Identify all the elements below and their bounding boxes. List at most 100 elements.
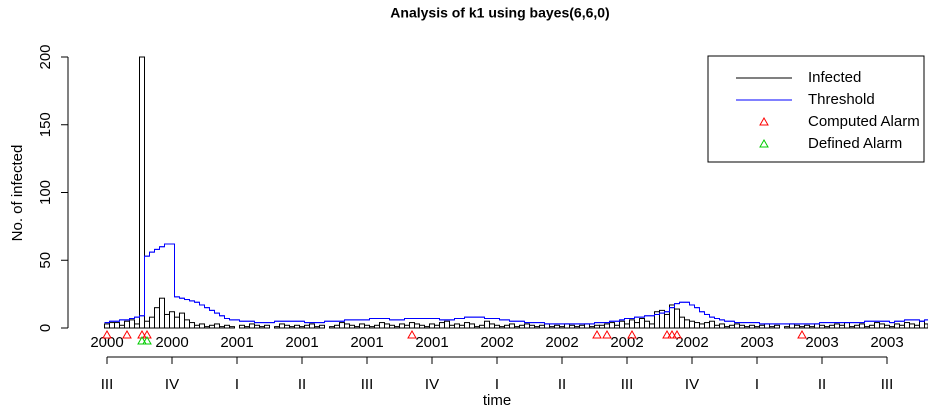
alarm-marker (667, 329, 677, 339)
alarm-marker (602, 329, 612, 339)
infected-bar (874, 322, 880, 329)
infected-bar (849, 326, 855, 329)
infected-bar (464, 322, 470, 329)
infected-bar (894, 323, 900, 329)
x-tick-label: 2000 (90, 334, 123, 351)
infected-bar (414, 323, 420, 329)
infected-bar (899, 324, 905, 329)
infected-bar (244, 326, 250, 329)
quarter-tick-label: I (495, 376, 499, 393)
y-tick-label: 50 (37, 252, 54, 269)
infected-bar (334, 324, 340, 329)
x-tick-label: 2001 (285, 334, 318, 351)
infected-bar (714, 324, 720, 329)
infected-bar (589, 326, 595, 329)
infected-bar (139, 56, 145, 329)
infected-bar (709, 320, 715, 329)
infected-bar (369, 326, 375, 329)
x-tick-label: 2002 (610, 334, 643, 351)
x-tick-label: 2003 (870, 334, 903, 351)
x-tick-label: 2001 (415, 334, 448, 351)
x-tick-label: 2003 (740, 334, 773, 351)
infected-bar (739, 324, 745, 329)
infected-bar (454, 323, 460, 329)
alarm-marker (662, 329, 672, 339)
infected-bar (679, 316, 685, 329)
infected-bar (439, 322, 445, 329)
infected-bar (129, 319, 135, 329)
infected-bar (119, 324, 125, 329)
infected-bar (354, 326, 360, 329)
infected-bar (409, 322, 415, 329)
chart-title: Analysis of k1 using bayes(6,6,0) (390, 5, 609, 21)
infected-bar (494, 324, 500, 329)
y-tick-label: 200 (37, 44, 54, 69)
legend-label: Computed Alarm (808, 113, 920, 130)
infected-bar (614, 324, 620, 329)
legend-label: Threshold (808, 91, 875, 108)
infected-bar (249, 323, 255, 329)
infected-bar (584, 323, 590, 329)
infected-bar (844, 322, 850, 329)
infected-bar (294, 324, 300, 329)
infected-bar (774, 324, 780, 329)
x-tick-label: 2003 (805, 334, 838, 351)
infected-bar (789, 323, 795, 329)
infected-bar (919, 320, 925, 329)
infected-bar (914, 324, 920, 329)
infected-bar (189, 322, 195, 329)
infected-bar (664, 313, 670, 329)
infected-bar (359, 323, 365, 329)
infected-bar (264, 324, 270, 329)
infected-bar (734, 323, 740, 329)
infected-bar (529, 324, 535, 329)
infected-bar (859, 323, 865, 329)
infected-bar (924, 323, 928, 329)
infected-bar (344, 323, 350, 329)
infected-bar (879, 323, 885, 329)
infected-bar (694, 322, 700, 329)
infected-bar (579, 324, 585, 329)
infected-bar (599, 324, 605, 329)
quarter-tick-label: III (101, 376, 114, 393)
infected-bar (904, 322, 910, 329)
infected-bar (644, 320, 650, 329)
infected-bar (639, 318, 645, 329)
infected-bar (819, 324, 825, 329)
alarm-marker (122, 329, 132, 339)
infected-bar (399, 323, 405, 329)
infected-bar (329, 326, 335, 329)
infected-bar (339, 322, 345, 329)
infected-bar (689, 320, 695, 329)
infected-bar (389, 324, 395, 329)
infected-bar (499, 326, 505, 329)
alarm-marker (672, 329, 682, 339)
infected-bar (459, 324, 465, 329)
infected-bar (564, 323, 570, 329)
infected-bar (674, 308, 680, 329)
alarm-marker (797, 329, 807, 339)
alarm-marker (142, 335, 152, 345)
infected-bar (434, 324, 440, 329)
legend-label: Defined Alarm (808, 135, 902, 152)
infected-bar (419, 324, 425, 329)
x-tick-label: 2001 (350, 334, 383, 351)
infected-bar (814, 323, 820, 329)
infected-bar (489, 323, 495, 329)
infected-bar (549, 326, 555, 329)
infected-bar (864, 326, 870, 329)
infected-bar (424, 326, 430, 329)
quarter-tick-label: II (818, 376, 826, 393)
quarter-tick-label: III (621, 376, 634, 393)
quarter-tick-label: I (755, 376, 759, 393)
infected-bar (759, 324, 765, 329)
infected-bar (384, 323, 390, 329)
infected-bar (429, 323, 435, 329)
infected-bar (539, 324, 545, 329)
infected-bar (559, 326, 565, 329)
infected-bar (624, 323, 630, 329)
infected-bar (474, 326, 480, 329)
infected-bar (154, 307, 160, 329)
infected-bar (484, 320, 490, 329)
